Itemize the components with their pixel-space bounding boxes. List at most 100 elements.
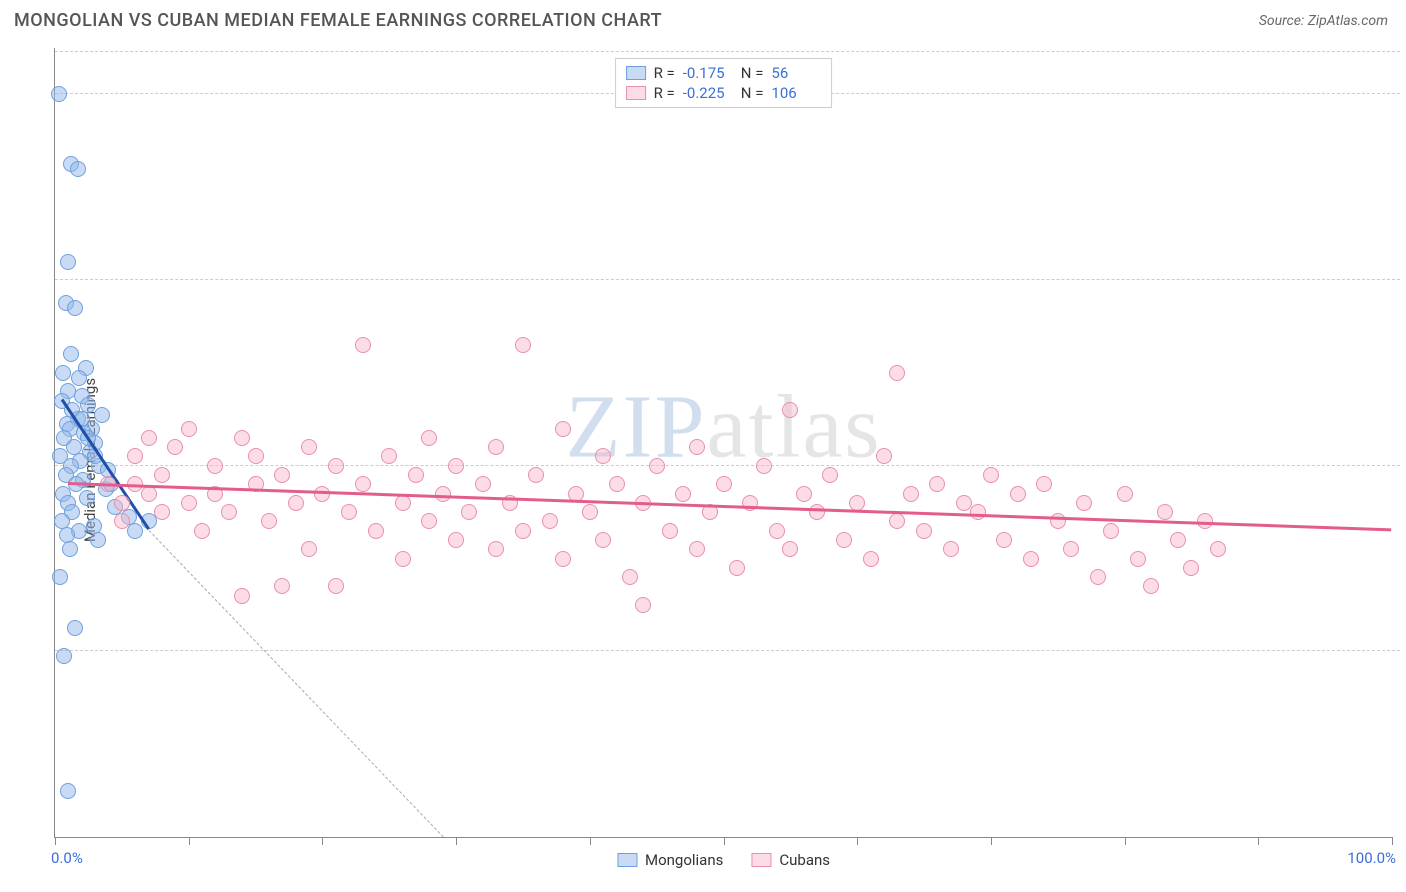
- data-point: [71, 370, 87, 386]
- data-point: [395, 495, 411, 511]
- data-point: [582, 504, 598, 520]
- data-point: [448, 532, 464, 548]
- data-point: [301, 541, 317, 557]
- data-point: [782, 402, 798, 418]
- data-point: [1183, 560, 1199, 576]
- data-point: [79, 490, 95, 506]
- data-point: [355, 476, 371, 492]
- x-tick: [1125, 837, 1126, 845]
- data-point: [141, 430, 157, 446]
- series-legend: MongoliansCubans: [617, 851, 830, 869]
- data-point: [996, 532, 1012, 548]
- r-label: R =: [654, 64, 675, 82]
- data-point: [288, 495, 304, 511]
- data-point: [52, 569, 68, 585]
- data-point: [983, 467, 999, 483]
- data-point: [167, 439, 183, 455]
- data-point: [595, 532, 611, 548]
- data-point: [207, 458, 223, 474]
- data-point: [60, 783, 76, 799]
- data-point: [261, 513, 277, 529]
- data-point: [609, 476, 625, 492]
- data-point: [796, 486, 812, 502]
- data-point: [1023, 551, 1039, 567]
- legend-swatch: [751, 853, 771, 867]
- n-label: N =: [741, 84, 764, 102]
- y-tick-label: $20,000: [1394, 624, 1406, 642]
- data-point: [769, 523, 785, 539]
- data-point: [60, 254, 76, 270]
- data-point: [528, 467, 544, 483]
- data-point: [889, 365, 905, 381]
- data-point: [355, 337, 371, 353]
- data-point: [395, 551, 411, 567]
- x-max-label: 100.0%: [1347, 849, 1396, 867]
- data-point: [90, 532, 106, 548]
- x-tick: [189, 837, 190, 845]
- legend-swatch: [626, 66, 646, 80]
- data-point: [381, 448, 397, 464]
- data-point: [662, 523, 678, 539]
- data-point: [1010, 486, 1026, 502]
- y-tick-label: $60,000: [1394, 253, 1406, 271]
- data-point: [555, 421, 571, 437]
- data-point: [301, 439, 317, 455]
- data-point: [67, 300, 83, 316]
- data-point: [1130, 551, 1146, 567]
- data-point: [836, 532, 852, 548]
- data-point: [542, 513, 558, 529]
- data-point: [408, 467, 424, 483]
- data-point: [328, 458, 344, 474]
- x-tick: [1258, 837, 1259, 845]
- data-point: [368, 523, 384, 539]
- data-point: [114, 513, 130, 529]
- x-tick: [55, 837, 56, 845]
- data-point: [716, 476, 732, 492]
- watermark: ZIPatlas: [566, 375, 882, 478]
- x-tick: [857, 837, 858, 845]
- data-point: [248, 448, 264, 464]
- data-point: [154, 504, 170, 520]
- data-point: [595, 448, 611, 464]
- data-point: [62, 541, 78, 557]
- n-label: N =: [741, 64, 764, 82]
- data-point: [435, 486, 451, 502]
- data-point: [448, 458, 464, 474]
- data-point: [916, 523, 932, 539]
- stats-legend: R =-0.175N =56R =-0.225N =106: [615, 58, 833, 108]
- data-point: [56, 648, 72, 664]
- data-point: [876, 448, 892, 464]
- data-point: [51, 86, 67, 102]
- x-tick: [991, 837, 992, 845]
- data-point: [421, 430, 437, 446]
- data-point: [114, 495, 130, 511]
- data-point: [55, 365, 71, 381]
- data-point: [635, 597, 651, 613]
- data-point: [675, 486, 691, 502]
- data-point: [929, 476, 945, 492]
- data-point: [234, 430, 250, 446]
- y-tick-label: $40,000: [1394, 439, 1406, 457]
- gridline: [55, 279, 1400, 280]
- data-point: [1036, 476, 1052, 492]
- gridline: [55, 650, 1400, 651]
- data-point: [889, 513, 905, 529]
- data-point: [1103, 523, 1119, 539]
- r-value: -0.175: [683, 64, 733, 82]
- r-value: -0.225: [683, 84, 733, 102]
- data-point: [328, 578, 344, 594]
- data-point: [1076, 495, 1092, 511]
- data-point: [782, 541, 798, 557]
- data-point: [1157, 504, 1173, 520]
- data-point: [141, 486, 157, 502]
- data-point: [849, 495, 865, 511]
- source-label: Source: ZipAtlas.com: [1259, 13, 1388, 29]
- data-point: [341, 504, 357, 520]
- x-tick: [456, 837, 457, 845]
- x-tick: [322, 837, 323, 845]
- data-point: [689, 439, 705, 455]
- data-point: [943, 541, 959, 557]
- data-point: [689, 541, 705, 557]
- data-point: [822, 467, 838, 483]
- trend-extrapolation: [148, 530, 443, 837]
